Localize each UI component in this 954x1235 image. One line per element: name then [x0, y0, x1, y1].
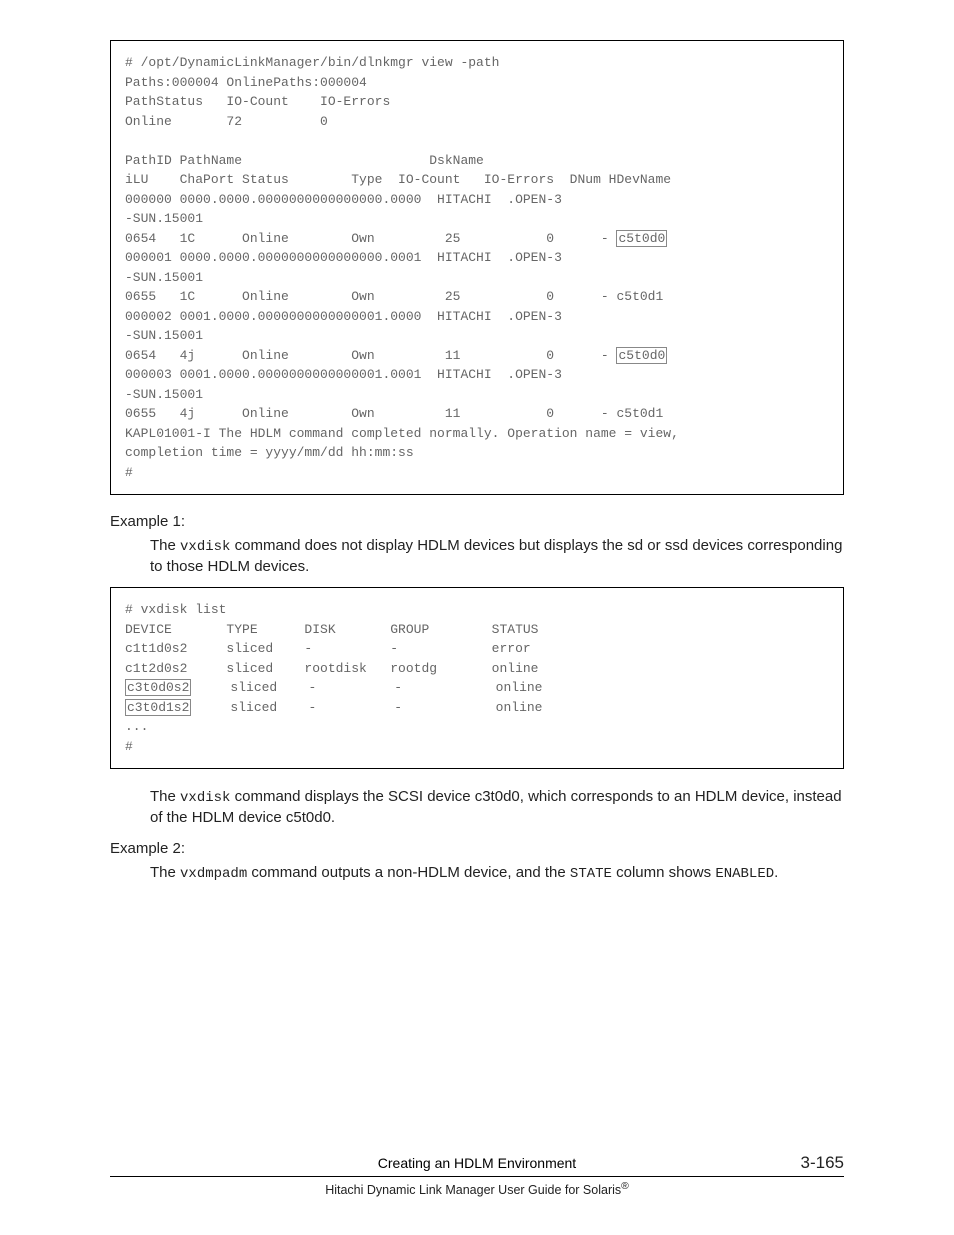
- highlighted-device: c5t0d0: [616, 347, 667, 364]
- code-line: ...: [125, 717, 663, 737]
- example-2-paragraph: The vxdmpadm command outputs a non-HDLM …: [150, 863, 844, 884]
- code-line: c3t0d0s2 sliced - - online: [125, 678, 663, 698]
- code-line: -SUN.15001: [125, 268, 829, 288]
- code-line: c1t1d0s2 sliced - - error: [125, 639, 663, 659]
- code-line: c3t0d1s2 sliced - - online: [125, 698, 663, 718]
- code-line: [125, 131, 829, 151]
- code-line: completion time = yyyy/mm/dd hh:mm:ss: [125, 443, 829, 463]
- text: command displays the SCSI device c3t0d0,…: [150, 788, 842, 826]
- highlighted-device: c5t0d0: [616, 230, 667, 247]
- text: The: [150, 788, 180, 805]
- code-line: # /opt/DynamicLinkManager/bin/dlnkmgr vi…: [125, 53, 829, 73]
- code-line: -SUN.15001: [125, 326, 829, 346]
- code-line: Online 72 0: [125, 112, 829, 132]
- code-line: 0655 4j Online Own 11 0 - c5t0d1: [125, 404, 829, 424]
- vxdmpadm-cmd: vxdmpadm: [180, 866, 247, 882]
- text: .: [774, 864, 778, 881]
- code-line: 0654 1C Online Own 25 0 - c5t0d0: [125, 229, 829, 249]
- code-line: 000000 0000.0000.0000000000000000.0000 H…: [125, 190, 829, 210]
- code-line: 0655 1C Online Own 25 0 - c5t0d1: [125, 287, 829, 307]
- code-line: KAPL01001-I The HDLM command completed n…: [125, 424, 829, 444]
- code-line: -SUN.15001: [125, 385, 829, 405]
- text: column shows: [612, 864, 715, 881]
- code-line: c1t2d0s2 sliced rootdisk rootdg online: [125, 659, 663, 679]
- registered-mark: ®: [621, 1181, 629, 1192]
- text: The: [150, 537, 180, 554]
- code-block-dlnkmgr: # /opt/DynamicLinkManager/bin/dlnkmgr vi…: [110, 40, 844, 495]
- state-col: STATE: [570, 866, 612, 882]
- text: command outputs a non-HDLM device, and t…: [247, 864, 570, 881]
- highlighted-device: c3t0d0s2: [125, 679, 191, 696]
- text: command does not display HDLM devices bu…: [150, 537, 842, 575]
- footer-subtitle: Hitachi Dynamic Link Manager User Guide …: [110, 1177, 844, 1197]
- code-line: -SUN.15001: [125, 209, 829, 229]
- code-line: PathID PathName DskName: [125, 151, 829, 171]
- footer-line-1: Creating an HDLM Environment 3-165: [110, 1153, 844, 1177]
- text: The: [150, 864, 180, 881]
- page-footer: Creating an HDLM Environment 3-165 Hitac…: [110, 1153, 844, 1197]
- example-1-paragraph: The vxdisk command does not display HDLM…: [150, 536, 844, 577]
- code-line: 0654 4j Online Own 11 0 - c5t0d0: [125, 346, 829, 366]
- post-block2-paragraph: The vxdisk command displays the SCSI dev…: [150, 787, 844, 828]
- highlighted-device: c3t0d1s2: [125, 699, 191, 716]
- footer-sub-text: Hitachi Dynamic Link Manager User Guide …: [325, 1183, 621, 1197]
- code-line: 000003 0001.0000.0000000000000001.0001 H…: [125, 365, 829, 385]
- footer-title: Creating an HDLM Environment: [180, 1155, 774, 1171]
- vxdisk-cmd: vxdisk: [180, 790, 230, 806]
- code-line: 000002 0001.0000.0000000000000001.0000 H…: [125, 307, 829, 327]
- code-line: DEVICE TYPE DISK GROUP STATUS: [125, 620, 663, 640]
- code-line: 000001 0000.0000.0000000000000000.0001 H…: [125, 248, 829, 268]
- code-line: PathStatus IO-Count IO-Errors: [125, 92, 829, 112]
- code-line: iLU ChaPort Status Type IO-Count IO-Erro…: [125, 170, 829, 190]
- code-line: # vxdisk list: [125, 600, 663, 620]
- example-1-label: Example 1:: [110, 513, 844, 530]
- code-line: Paths:000004 OnlinePaths:000004: [125, 73, 829, 93]
- code-block-vxdisk: # vxdisk listDEVICE TYPE DISK GROUP STAT…: [110, 587, 844, 769]
- code-line: #: [125, 737, 663, 757]
- example-2-label: Example 2:: [110, 840, 844, 857]
- code-line: #: [125, 463, 829, 483]
- vxdisk-cmd: vxdisk: [180, 539, 230, 555]
- enabled-val: ENABLED: [715, 866, 774, 882]
- page-number: 3-165: [774, 1153, 844, 1173]
